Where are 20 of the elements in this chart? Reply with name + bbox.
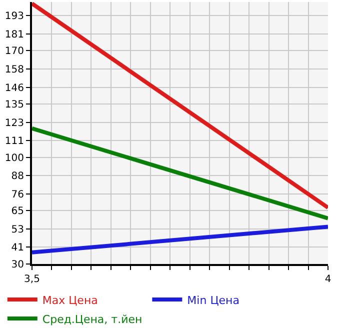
x-tick-label: 3,5 bbox=[24, 274, 40, 285]
y-tick-label: 53 bbox=[11, 224, 24, 236]
y-tick-label: 123 bbox=[4, 118, 24, 129]
legend-label: Min Цена bbox=[187, 294, 240, 307]
legend-label: Сред.Цена, т.йен bbox=[42, 312, 142, 326]
y-tick-label: 100 bbox=[4, 152, 24, 164]
y-tick-label: 158 bbox=[4, 64, 24, 76]
y-tick-label: 76 bbox=[11, 189, 24, 200]
legend-label: Max Цена bbox=[42, 294, 98, 307]
y-tick-label: 41 bbox=[11, 242, 24, 254]
y-tick-label: 88 bbox=[11, 171, 24, 182]
x-tick-label: 4 bbox=[324, 274, 332, 285]
y-tick-label: 135 bbox=[4, 100, 24, 111]
y-tick-label: 30 bbox=[11, 260, 24, 270]
y-tick-label: 146 bbox=[4, 82, 24, 94]
y-tick-label: 65 bbox=[11, 206, 24, 218]
y-tick-label: 170 bbox=[4, 46, 24, 58]
y-tick-label: 193 bbox=[4, 11, 24, 22]
y-tick-label: 111 bbox=[4, 136, 24, 148]
y-tick-label: 181 bbox=[4, 29, 24, 40]
